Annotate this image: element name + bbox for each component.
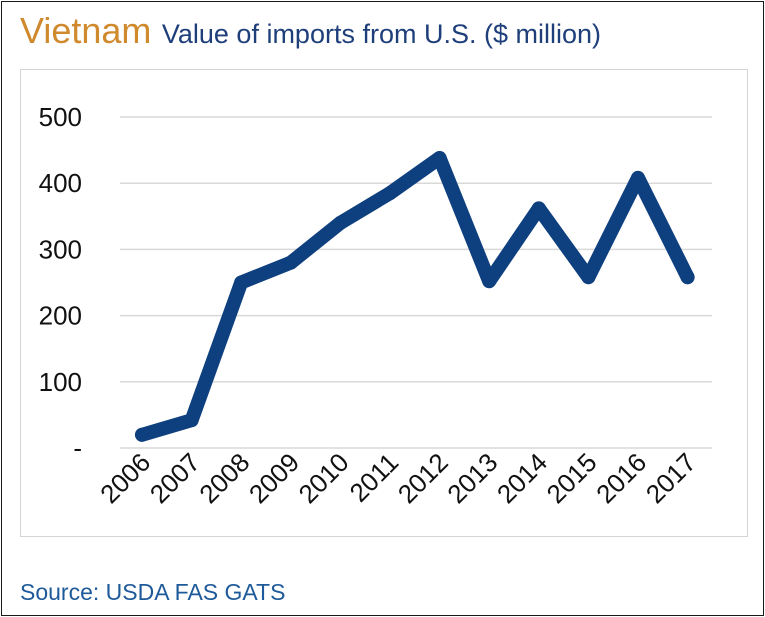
data-point-2011: [383, 186, 397, 201]
data-point-2014: [531, 201, 546, 216]
data-point-2015: [581, 270, 596, 285]
data-point-2012: [432, 151, 447, 166]
data-point-2007: [184, 413, 199, 428]
series-line: [135, 151, 695, 442]
country-title: Vietnam: [20, 10, 152, 51]
x-tick-label-2011: 2011: [343, 447, 404, 508]
x-tick-label-2014: 2014: [491, 447, 553, 509]
x-tick-label-2010: 2010: [293, 447, 355, 509]
y-tick-label-5: 500: [39, 102, 82, 132]
y-tick-label-4: 400: [39, 168, 82, 198]
data-point-2016: [631, 170, 645, 185]
x-tick-label-2017: 2017: [640, 447, 702, 509]
x-tick-label-2016: 2016: [590, 447, 652, 509]
data-point-2013: [482, 274, 497, 289]
x-tick-label-2007: 2007: [144, 447, 206, 509]
source-note: Source: USDA FAS GATS: [20, 579, 286, 605]
y-tick-label-1: 100: [39, 367, 82, 397]
x-tick-label-2013: 2013: [441, 447, 503, 509]
x-tick-label-2008: 2008: [193, 447, 255, 509]
chart-subtitle: Value of imports from U.S. ($ million): [161, 19, 601, 49]
data-point-2017: [680, 270, 695, 285]
plot-area-border: [20, 69, 748, 537]
x-tick-label-2006: 2006: [94, 447, 156, 509]
chart-title: Vietnam Value of imports from U.S. ($ mi…: [20, 10, 601, 52]
x-tick-label-2012: 2012: [392, 447, 454, 509]
data-point-2010: [333, 215, 348, 230]
y-tick-label-3: 300: [39, 234, 82, 264]
y-tick-label-2: 200: [39, 301, 82, 331]
data-point-2006: [135, 427, 149, 442]
x-tick-label-2009: 2009: [243, 447, 305, 509]
y-tick-label-0: -: [73, 433, 82, 463]
x-tick-label-2015: 2015: [541, 447, 603, 509]
data-point-2008: [234, 275, 249, 290]
data-point-2009: [283, 255, 298, 270]
